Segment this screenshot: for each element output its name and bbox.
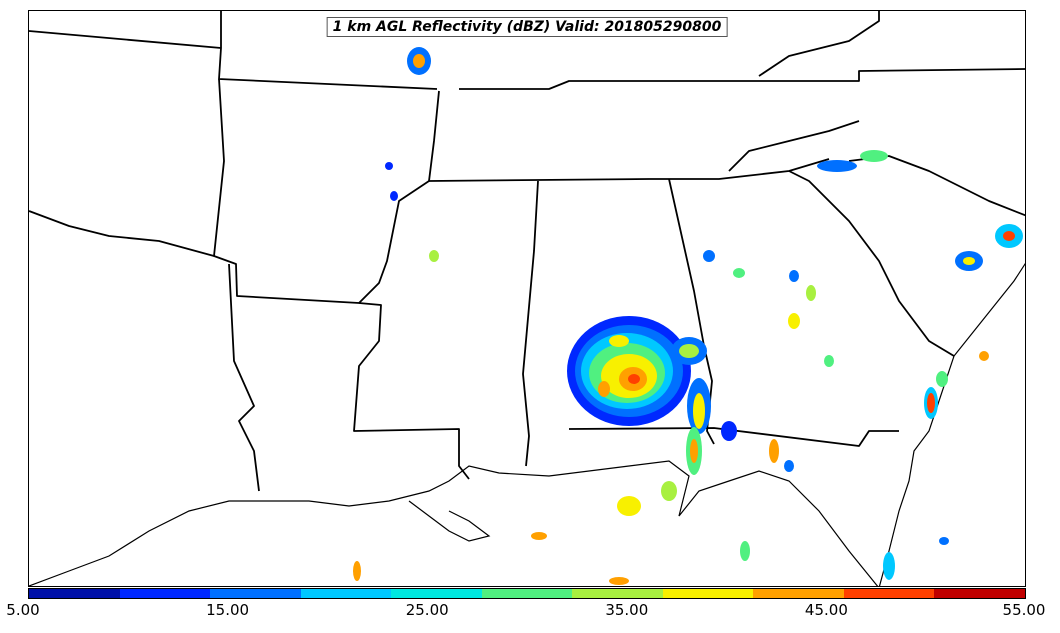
colorbar-segment — [391, 589, 482, 598]
colorbar-tick-label: 25.00 — [405, 601, 449, 619]
colorbar-tick-label: 35.00 — [605, 601, 649, 619]
radar-map: 1 km AGL Reflectivity (dBZ) Valid: 20180… — [28, 10, 1026, 587]
colorbar-tick-label: 45.00 — [804, 601, 848, 619]
colorbar-segment — [753, 589, 844, 598]
colorbar-segment — [29, 589, 120, 598]
colorbar-segment — [119, 589, 211, 598]
reflectivity-echoes — [353, 47, 1023, 585]
colorbar-segment — [843, 589, 935, 598]
map-canvas — [29, 11, 1025, 586]
colorbar-segment — [210, 589, 301, 598]
colorbar-segment — [481, 589, 573, 598]
colorbar-tick-label: 15.00 — [206, 601, 250, 619]
colorbar-tick-label: 5.00 — [6, 601, 40, 619]
map-title: 1 km AGL Reflectivity (dBZ) Valid: 20180… — [326, 17, 728, 37]
colorbar-segment — [572, 589, 663, 598]
colorbar-segment — [300, 589, 392, 598]
state-borders — [29, 11, 1025, 492]
colorbar-tick-label: 55.00 — [1002, 601, 1046, 619]
colorbar-segment — [662, 589, 754, 598]
colorbar-segment — [934, 589, 1026, 598]
reflectivity-colorbar — [28, 588, 1026, 599]
